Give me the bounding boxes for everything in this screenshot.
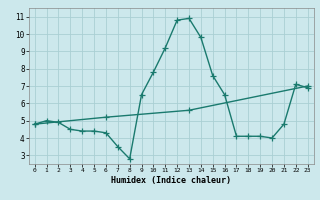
X-axis label: Humidex (Indice chaleur): Humidex (Indice chaleur): [111, 176, 231, 185]
